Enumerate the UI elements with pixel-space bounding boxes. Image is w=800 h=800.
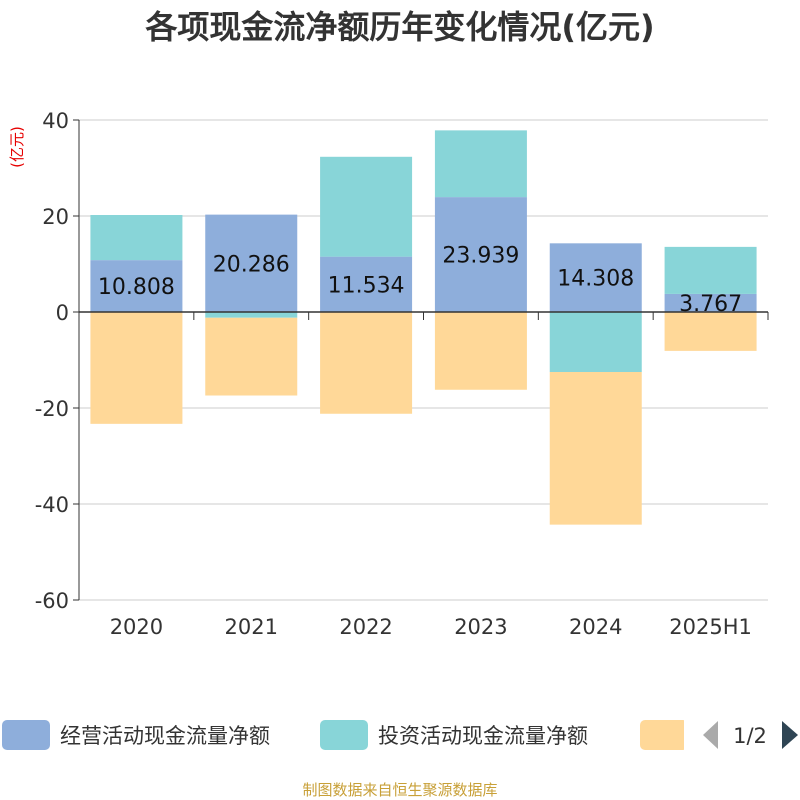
data-label: 14.308 — [557, 267, 634, 292]
legend-label: 经营活动现金流量净额 — [60, 724, 270, 748]
data-label: 23.939 — [442, 244, 519, 269]
bars — [90, 130, 757, 525]
x-tick-label: 2023 — [454, 615, 507, 639]
chart-title: 各项现金流净额历年变化情况(亿元) — [145, 8, 654, 46]
bar-2021-series-1 — [205, 214, 298, 312]
y-tick-label: 20 — [42, 205, 69, 229]
data-label: 20.286 — [213, 252, 290, 277]
legend-item-2[interactable]: 投资活动现金流量净额 — [320, 720, 588, 750]
y-tick-label: 0 — [56, 301, 69, 325]
legend-swatch — [640, 720, 688, 750]
legend-label: 投资活动现金流量净额 — [378, 724, 588, 748]
bar-2024-series-2 — [549, 312, 642, 372]
bar-2024-series-1 — [549, 243, 642, 312]
grid-lines — [79, 119, 768, 601]
bar-2025H1-series-1 — [664, 293, 757, 312]
x-tick-label: 2020 — [110, 615, 163, 639]
bar-2023-series-3 — [434, 312, 527, 390]
bar-2025H1-series-2 — [664, 246, 757, 294]
legend-swatch — [2, 720, 50, 750]
page-next-icon[interactable] — [782, 721, 798, 749]
bar-2022-series-2 — [320, 156, 413, 257]
bar-2021-series-3 — [205, 317, 298, 396]
data-label: 3.767 — [679, 292, 742, 317]
bar-2023-series-2 — [434, 130, 527, 198]
legend-item-3[interactable] — [640, 720, 688, 750]
y-tick-label: -40 — [35, 493, 69, 517]
y-tick-label: -60 — [35, 589, 69, 613]
legend-page-indicator: 1/2 — [733, 724, 767, 748]
bar-2020-series-3 — [90, 312, 183, 424]
page-prev-icon[interactable] — [703, 721, 718, 749]
y-tick-label: -20 — [35, 397, 69, 421]
y-tick-label: 40 — [42, 109, 69, 133]
bar-2023-series-1 — [434, 197, 527, 312]
bar-2020-series-1 — [90, 260, 183, 312]
y-unit-label: (亿元) — [8, 126, 26, 168]
data-label: 11.534 — [328, 273, 405, 298]
bar-2022-series-3 — [320, 312, 413, 414]
x-tick-label: 2024 — [569, 615, 622, 639]
legend-swatch — [320, 720, 368, 750]
x-tick-label: 2025H1 — [669, 615, 752, 639]
legend-item-1[interactable]: 经营活动现金流量净额 — [2, 720, 270, 750]
bar-2021-series-2 — [205, 312, 298, 318]
data-labels: 10.808 20.286 11.534 23.939 14.308 3.767 — [98, 244, 742, 317]
bar-2022-series-1 — [320, 256, 413, 312]
bar-2020-series-2 — [90, 215, 183, 261]
bar-2024-series-3 — [549, 372, 642, 525]
axes: 40 20 0 -20 -40 -60 2020 2021 2022 2023 2024 2025H1 — [35, 109, 769, 639]
data-label: 10.808 — [98, 275, 175, 300]
bar-2025H1-series-3 — [664, 312, 757, 351]
legend[interactable]: 经营活动现金流量净额 投资活动现金流量净额 1/2 — [2, 715, 800, 755]
x-tick-label: 2021 — [225, 615, 278, 639]
x-tick-label: 2022 — [339, 615, 392, 639]
source-note: 制图数据来自恒生聚源数据库 — [302, 781, 497, 799]
